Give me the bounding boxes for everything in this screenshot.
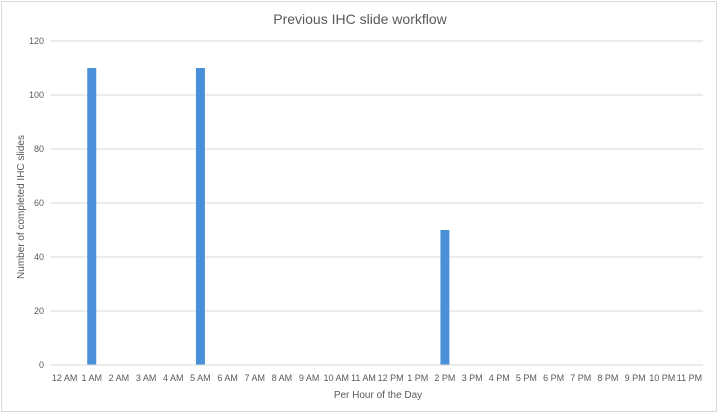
- x-tick-label: 1 AM: [81, 373, 102, 383]
- x-tick-label: 6 AM: [217, 373, 238, 383]
- x-tick-label: 12 PM: [378, 373, 404, 383]
- x-tick-label: 5 AM: [190, 373, 211, 383]
- x-tick-label: 7 AM: [244, 373, 265, 383]
- x-tick-label: 6 PM: [543, 373, 564, 383]
- x-tick-label: 10 AM: [323, 373, 349, 383]
- x-axis-ticks: 12 AM 1 AM 2 AM 3 AM 4 AM 5 AM 6 AM 7 AM 8 AM 9 A…: [52, 373, 702, 383]
- y-tick-label: 0: [39, 360, 44, 370]
- y-axis-label: Number of completed IHC slides: [16, 135, 27, 279]
- chart-title: Previous IHC slide workflow: [273, 11, 447, 27]
- x-tick-label: 12 AM: [52, 373, 78, 383]
- x-tick-label: 9 AM: [299, 373, 320, 383]
- x-tick-label: 8 AM: [272, 373, 293, 383]
- x-tick-label: 5 PM: [516, 373, 537, 383]
- y-axis-ticks: 0 20 40 60 80 100 120: [29, 36, 44, 370]
- x-tick-label: 9 PM: [625, 373, 646, 383]
- x-tick-label: 4 PM: [489, 373, 510, 383]
- bar: [440, 230, 450, 365]
- y-tick-label: 120: [29, 36, 44, 46]
- y-tick-label: 60: [34, 198, 44, 208]
- x-tick-label: 10 PM: [649, 373, 675, 383]
- x-axis-label: Per Hour of the Day: [334, 390, 422, 401]
- bar: [195, 68, 205, 365]
- x-tick-label: 3 AM: [136, 373, 157, 383]
- bars: [87, 68, 450, 365]
- x-tick-label: 8 PM: [597, 373, 618, 383]
- x-tick-label: 11 AM: [351, 373, 376, 383]
- x-tick-label: 2 PM: [434, 373, 455, 383]
- x-tick-label: 3 PM: [462, 373, 483, 383]
- y-tick-label: 100: [29, 90, 44, 100]
- x-tick-label: 1 PM: [407, 373, 428, 383]
- gridlines: [51, 40, 703, 312]
- x-tick-label: 2 AM: [109, 373, 130, 383]
- x-tick-label: 11 PM: [677, 373, 702, 383]
- y-tick-label: 80: [34, 144, 44, 154]
- bar: [87, 68, 97, 365]
- x-tick-label: 4 AM: [163, 373, 184, 383]
- x-tick-label: 7 PM: [570, 373, 591, 383]
- y-tick-label: 40: [34, 252, 44, 262]
- y-tick-label: 20: [34, 306, 44, 316]
